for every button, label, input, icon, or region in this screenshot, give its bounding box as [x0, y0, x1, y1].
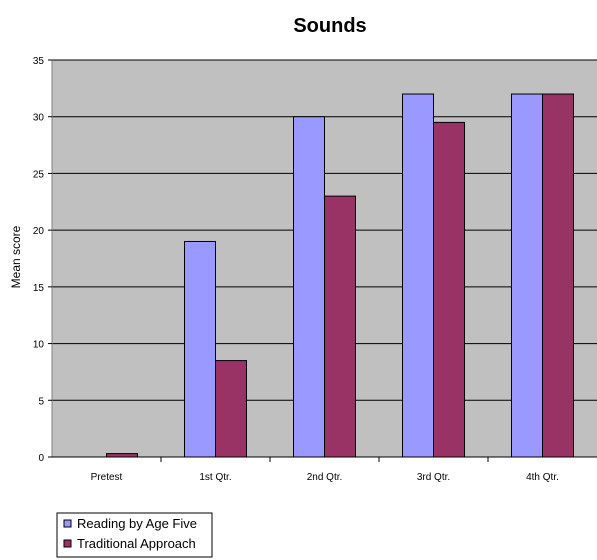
y-tick-label: 0	[38, 453, 44, 464]
bar-reading-by-age-five-3rd-qtr	[402, 93, 434, 458]
y-tick-label: 25	[33, 169, 45, 180]
bar-reading-by-age-five-4th-qtr	[511, 93, 543, 458]
legend-label-reading-by-age-five: Reading by Age Five	[77, 516, 197, 531]
y-tick-label: 30	[33, 113, 45, 124]
chart-title: Sounds	[293, 15, 366, 37]
y-tick-labels: 0 5 10 15 20 25 30 35	[33, 56, 52, 464]
legend-label-traditional-approach: Traditional Approach	[77, 536, 196, 551]
bar-traditional-approach-2nd-qtr	[324, 195, 356, 458]
x-tick-label: 1st Qtr.	[199, 472, 231, 483]
x-tick-label: 3rd Qtr.	[417, 472, 450, 483]
y-axis-label: Mean score	[9, 225, 23, 288]
x-tick-label: 4th Qtr.	[526, 472, 559, 483]
bars	[106, 93, 574, 458]
y-tick-label: 15	[33, 283, 45, 294]
legend: Reading by Age Five Traditional Approach	[56, 512, 213, 558]
x-tick-labels: Pretest 1st Qtr. 2nd Qtr. 3rd Qtr. 4th Qtr.	[91, 457, 559, 483]
bar-traditional-approach-pretest	[106, 453, 138, 458]
bar-traditional-approach-4th-qtr	[542, 93, 574, 458]
legend-swatch-traditional-approach	[63, 539, 72, 548]
bar-reading-by-age-five-1st-qtr	[184, 240, 216, 458]
x-tick-label: 2nd Qtr.	[307, 472, 343, 483]
bar-reading-by-age-five-2nd-qtr	[293, 116, 325, 458]
axes	[51, 60, 597, 458]
bar-traditional-approach-1st-qtr	[215, 360, 247, 458]
y-tick-label: 20	[33, 226, 45, 237]
y-tick-label: 10	[33, 340, 45, 351]
legend-swatch-reading-by-age-five	[63, 519, 72, 528]
x-tick-label: Pretest	[91, 472, 123, 483]
legend-box	[56, 512, 213, 558]
bar-traditional-approach-3rd-qtr	[433, 121, 465, 458]
y-tick-label: 35	[33, 56, 45, 67]
y-tick-label: 5	[38, 396, 44, 407]
